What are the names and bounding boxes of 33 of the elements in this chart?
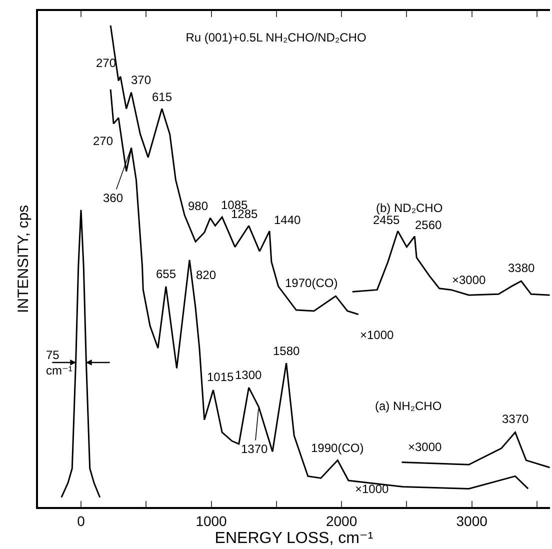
annotation: 360 <box>103 191 124 205</box>
annotation: 3370 <box>502 412 530 426</box>
annotation: 980 <box>188 199 208 213</box>
annotation: (b) ND₂CHO <box>376 201 443 215</box>
x-tick-label: 0 <box>77 512 86 529</box>
annotation: 655 <box>156 267 176 281</box>
annotation: (a) NH₂CHO <box>375 399 442 413</box>
x-tick-label: 2000 <box>326 512 358 529</box>
annotation: 820 <box>196 268 216 282</box>
annotation: 1440 <box>274 213 302 227</box>
x-axis-title: ENERGY LOSS, cm⁻¹ <box>214 530 374 547</box>
y-axis-title: INTENSITY, cps <box>14 204 32 314</box>
annotation: 1990(CO) <box>311 441 364 455</box>
annotation: 615 <box>152 90 172 104</box>
text: Ru (001)+0.5L NH₂CHO/ND₂CHO <box>186 30 366 45</box>
annotation: 1370 <box>241 442 268 456</box>
annotation: 2455 <box>373 213 400 227</box>
annotation: 1015 <box>207 370 234 384</box>
annotation: ×3000 <box>452 273 486 287</box>
annotation: 3380 <box>508 261 536 275</box>
annotation: 1970(CO) <box>285 276 338 290</box>
annotation: 2560 <box>415 218 442 232</box>
x-tick-label: 1000 <box>196 512 228 529</box>
annotation: 270 <box>93 134 114 148</box>
annotation: ×3000 <box>408 440 442 454</box>
annotation: ×1000 <box>355 482 390 496</box>
annotation: 75 cm⁻¹ <box>46 348 72 378</box>
annotation: 270 <box>96 56 116 70</box>
annotation: 370 <box>131 73 152 87</box>
annotation: ×1000 <box>360 328 394 342</box>
annotation: 1580 <box>273 344 300 358</box>
x-tick-label: 3000 <box>456 512 488 529</box>
annotation: 1300 <box>235 368 262 382</box>
